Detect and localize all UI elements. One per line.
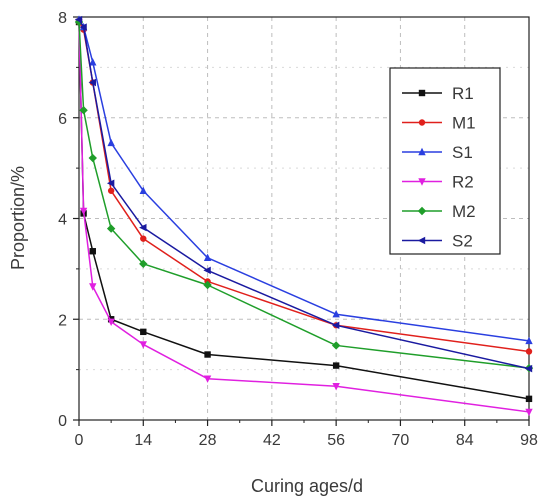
- y-tick-label: 2: [58, 312, 67, 329]
- series-line-m2: [78, 22, 530, 369]
- legend-label-s1: S1: [452, 143, 473, 162]
- data-point-m2: [106, 224, 116, 233]
- data-point-r2: [79, 207, 88, 216]
- data-point-r2: [107, 318, 115, 326]
- data-point-m2: [331, 341, 341, 350]
- legend-label-m1: M1: [452, 114, 476, 133]
- legend-marker-r2: [418, 178, 426, 186]
- data-point-s1: [203, 253, 212, 261]
- data-point-s1: [89, 58, 97, 66]
- x-tick-label: 14: [134, 432, 152, 449]
- x-tick-label: 98: [520, 432, 538, 449]
- legend-item-s1: S1: [402, 143, 473, 162]
- data-point-m2: [203, 280, 212, 290]
- data-point-r2: [203, 375, 212, 383]
- legend-marker-r1: [418, 89, 426, 97]
- legend-label-r1: R1: [452, 84, 474, 103]
- data-point-m1: [107, 187, 115, 194]
- data-point-s2: [139, 223, 147, 232]
- data-point-r1: [204, 351, 211, 358]
- data-point-s2: [88, 78, 96, 87]
- x-axis-label: Curing ages/d: [251, 476, 363, 496]
- legend-item-r2: R2: [402, 173, 474, 192]
- data-point-m1: [140, 235, 147, 242]
- data-point-r1: [525, 395, 533, 403]
- data-point-r1: [140, 328, 147, 336]
- data-point-s1: [139, 186, 147, 194]
- legend-label-s2: S2: [452, 232, 473, 251]
- legend-item-r1: R1: [402, 84, 474, 103]
- series-layer: [74, 15, 534, 417]
- legend-marker-m1: [418, 119, 426, 126]
- y-tick-label: 4: [58, 212, 67, 229]
- x-tick-label: 0: [75, 432, 84, 449]
- axes: 0 14 28 42 56 70 84 98 0 2 4 6 8: [58, 10, 538, 449]
- legend: R1 M1 S1 R2 M2 S2: [389, 67, 501, 255]
- legend-label-m2: M2: [452, 202, 476, 221]
- data-point-s1: [332, 310, 340, 318]
- series-line-s2: [78, 19, 530, 370]
- data-point-r2: [89, 283, 97, 291]
- data-point-m2: [88, 153, 97, 163]
- data-point-s2: [106, 179, 115, 187]
- x-tick-label: 28: [199, 432, 217, 449]
- series-s2: [74, 15, 533, 373]
- data-point-r2: [139, 341, 147, 349]
- x-tick-label: 84: [456, 432, 474, 449]
- data-point-s2: [331, 321, 340, 329]
- x-tick-label: 70: [392, 432, 410, 449]
- data-point-m2: [79, 105, 88, 115]
- legend-marker-s1: [418, 147, 426, 156]
- data-point-s2: [203, 266, 211, 275]
- y-tick-label: 6: [58, 111, 67, 128]
- legend-item-s2: S2: [402, 232, 473, 251]
- legend-item-m1: M1: [402, 114, 476, 133]
- series-line-r2: [78, 22, 530, 413]
- data-point-s1: [107, 138, 115, 147]
- data-point-r1: [332, 362, 340, 369]
- y-tick-label: 8: [58, 10, 67, 27]
- data-point-r2: [332, 383, 340, 391]
- legend-marker-s2: [417, 236, 426, 245]
- legend-box: [389, 67, 501, 255]
- data-point-s2: [524, 364, 533, 373]
- legend-marker-m2: [417, 206, 427, 216]
- data-point-s2: [79, 23, 87, 31]
- data-point-r2: [525, 408, 533, 417]
- legend-item-m2: M2: [402, 202, 476, 221]
- x-tick-label: 56: [327, 432, 345, 449]
- y-axis-label: Proportion/%: [8, 166, 28, 270]
- data-point-r1: [89, 248, 96, 255]
- series-r2: [75, 18, 533, 417]
- data-point-m2: [139, 259, 148, 269]
- legend-label-r2: R2: [452, 173, 474, 192]
- data-point-m1: [525, 348, 533, 355]
- data-point-s2: [74, 15, 83, 24]
- y-tick-label: 0: [58, 413, 67, 430]
- data-point-s1: [525, 336, 533, 345]
- x-tick-label: 42: [263, 432, 281, 449]
